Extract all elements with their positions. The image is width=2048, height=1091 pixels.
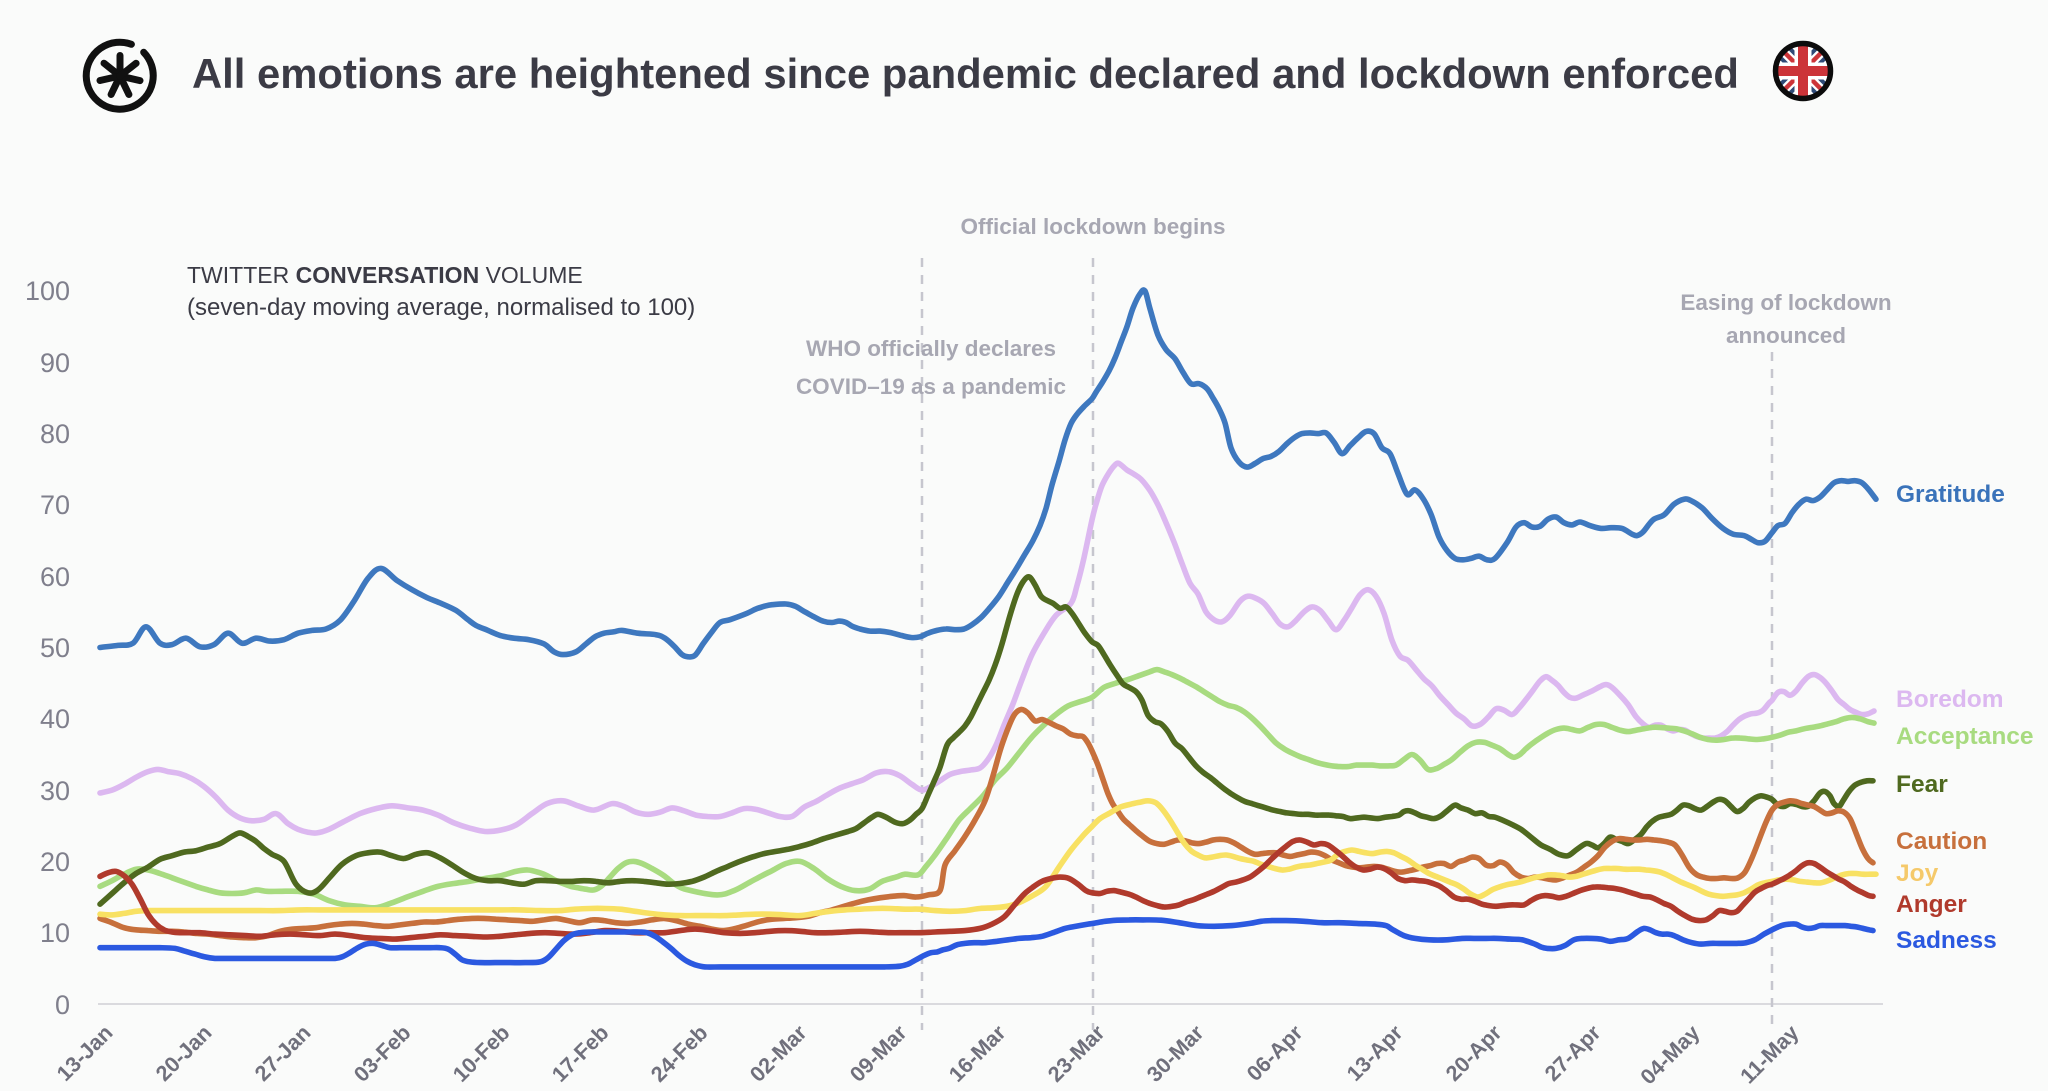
svg-text:WHO officially declares: WHO officially declares [806, 336, 1056, 361]
svg-text:Boredom: Boredom [1896, 686, 2004, 713]
svg-text:Gratitude: Gratitude [1896, 481, 2005, 508]
svg-text:100: 100 [25, 276, 70, 306]
svg-text:60: 60 [40, 562, 70, 592]
svg-text:TWITTER CONVERSATION VOLUME: TWITTER CONVERSATION VOLUME [187, 262, 583, 288]
svg-text:Joy: Joy [1896, 860, 1939, 887]
svg-text:40: 40 [40, 704, 70, 734]
svg-text:(seven-day moving average, nor: (seven-day moving average, normalised to… [187, 294, 695, 321]
svg-text:30: 30 [40, 776, 70, 806]
svg-text:Fear: Fear [1896, 771, 1948, 798]
svg-text:Easing of lockdown: Easing of lockdown [1680, 290, 1891, 315]
svg-text:Official lockdown begins: Official lockdown begins [960, 214, 1225, 239]
svg-text:Acceptance: Acceptance [1896, 723, 2034, 750]
svg-text:COVID–19 as a pandemic: COVID–19 as a pandemic [796, 374, 1066, 399]
svg-text:20: 20 [40, 847, 70, 877]
svg-text:Sadness: Sadness [1896, 927, 1997, 954]
svg-text:announced: announced [1726, 323, 1846, 348]
svg-text:70: 70 [40, 490, 70, 520]
svg-text:0: 0 [55, 990, 70, 1020]
svg-text:10: 10 [40, 918, 70, 948]
svg-text:All emotions are heightened si: All emotions are heightened since pandem… [192, 50, 1739, 97]
svg-text:Caution: Caution [1896, 828, 1987, 855]
svg-text:50: 50 [40, 633, 70, 663]
svg-text:Anger: Anger [1896, 891, 1967, 918]
svg-text:90: 90 [40, 348, 70, 378]
svg-text:80: 80 [40, 419, 70, 449]
